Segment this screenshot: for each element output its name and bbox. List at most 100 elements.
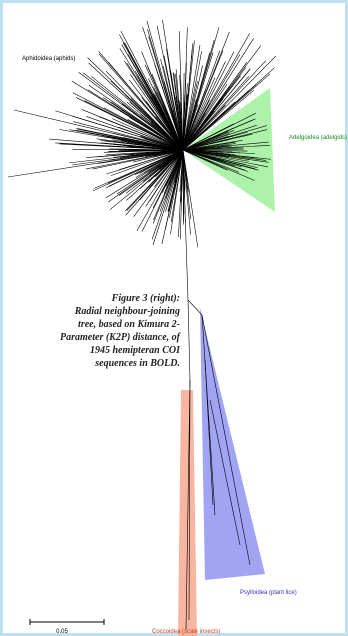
branch [162, 19, 175, 92]
branch [141, 149, 184, 232]
branch [88, 62, 141, 112]
branch [72, 156, 134, 166]
branch [98, 53, 146, 107]
branch [182, 149, 247, 165]
branch [75, 129, 135, 142]
branch [182, 113, 214, 151]
branch [137, 69, 163, 114]
branch [188, 105, 197, 131]
branch [194, 52, 210, 107]
branch [196, 39, 215, 101]
branch [178, 31, 182, 97]
branch [182, 120, 204, 151]
caption-line: 1945 hemipteran COI [90, 345, 181, 356]
branch [128, 151, 159, 156]
branch [136, 149, 184, 231]
clade-label: Psylloidea (plant lice) [240, 590, 297, 596]
branch [198, 27, 220, 95]
branch [96, 138, 145, 146]
branch [182, 135, 234, 151]
branch [208, 54, 241, 108]
branch [112, 139, 152, 146]
branch [77, 128, 136, 141]
branch [199, 50, 221, 106]
branch [214, 89, 255, 124]
branch [109, 150, 150, 152]
branch [156, 25, 172, 95]
branch [147, 28, 168, 96]
branch [174, 149, 184, 183]
branch [149, 110, 184, 151]
branch [189, 104, 199, 130]
branch [121, 44, 156, 103]
branch [102, 97, 148, 127]
branch [86, 116, 140, 136]
branch [140, 114, 165, 135]
branch [182, 149, 268, 168]
branch [72, 115, 134, 136]
branch [87, 89, 141, 124]
branch [163, 86, 175, 122]
branch [174, 107, 184, 151]
branch [100, 139, 146, 146]
branch [182, 146, 238, 151]
clade-label: Adelgoidea (adelgids) [289, 135, 347, 141]
branch [103, 150, 148, 153]
branch [144, 64, 167, 112]
branch [112, 118, 152, 137]
branch [191, 65, 203, 113]
branch [59, 129, 128, 142]
branch [187, 40, 195, 101]
branch [147, 66, 168, 113]
branch [147, 99, 168, 128]
branch [72, 92, 134, 125]
branch [211, 67, 247, 114]
adelgid-clade [183, 88, 275, 212]
branch [81, 109, 138, 133]
branch [184, 94, 188, 125]
branch [182, 149, 230, 155]
branch [175, 96, 180, 127]
branch [200, 50, 224, 106]
branch [120, 153, 155, 158]
branch [187, 43, 194, 102]
branch [182, 112, 212, 151]
branch [222, 73, 271, 116]
branch [182, 101, 188, 151]
branch [85, 149, 184, 170]
branch [103, 107, 148, 132]
branch [160, 58, 174, 110]
branch [88, 85, 141, 122]
branch [175, 69, 181, 114]
branch [146, 126, 184, 151]
branch [179, 101, 182, 129]
branch [87, 57, 141, 109]
branch [183, 95, 186, 126]
branch [100, 142, 147, 148]
caption-line: Figure 3 (right): [111, 293, 180, 304]
branch [145, 149, 184, 207]
tree [7, 19, 277, 631]
branch [141, 97, 165, 127]
branch [126, 62, 158, 111]
branch [93, 105, 143, 131]
branch [139, 149, 184, 201]
branch [203, 31, 230, 97]
branch [106, 151, 149, 156]
clade-label: Coccoidea (scale insects) [152, 629, 220, 635]
branch [223, 67, 275, 114]
branch [152, 93, 170, 125]
branch [111, 101, 151, 129]
branch [224, 55, 277, 108]
caption-line: Parameter (K2P) distance, of [60, 332, 182, 343]
branch [113, 133, 152, 143]
branch [194, 99, 211, 128]
caption-line: tree, based on Kimura 2- [78, 319, 180, 330]
branch [69, 155, 132, 164]
branch [182, 149, 255, 181]
branch [108, 62, 150, 111]
branch [164, 94, 184, 151]
caption: Figure 3 (right): Radial neighbour-joinin… [60, 293, 182, 369]
branch [151, 73, 170, 116]
branch [156, 109, 184, 151]
